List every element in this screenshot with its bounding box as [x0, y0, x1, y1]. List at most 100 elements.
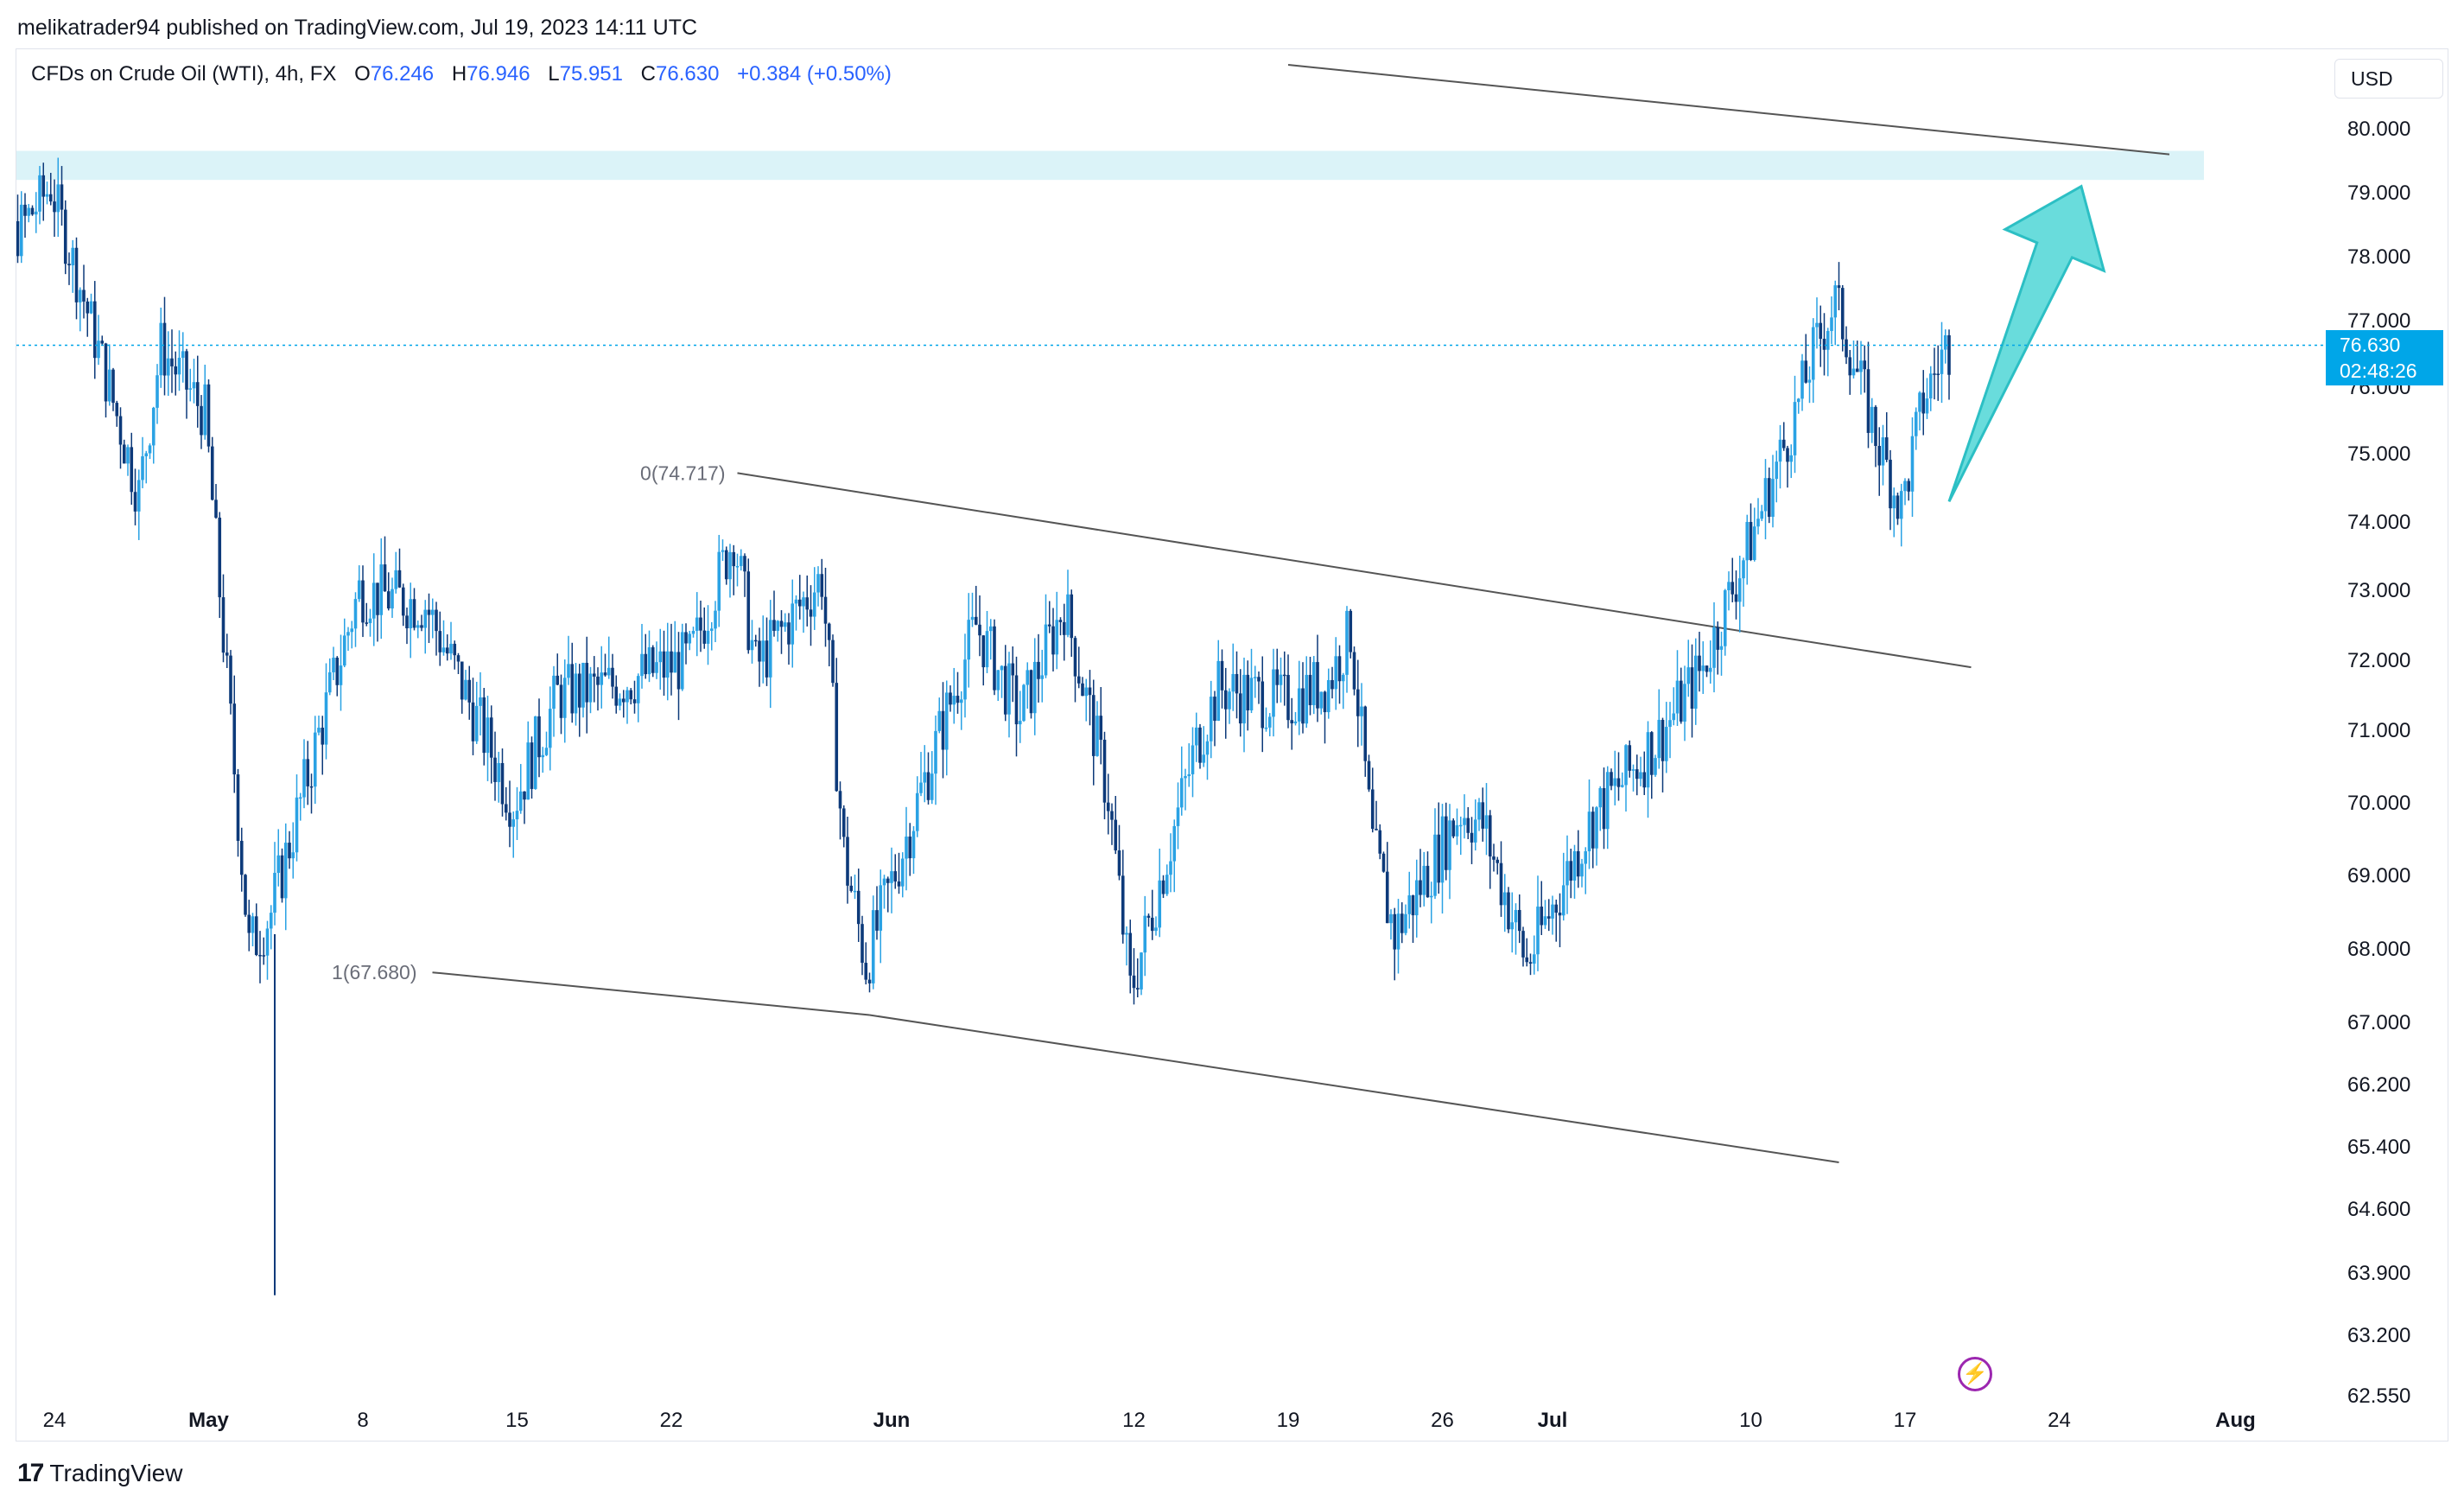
candle-body	[1076, 676, 1081, 684]
candle	[915, 776, 919, 837]
candle-body	[794, 599, 798, 604]
fib-level-label: 1(67.680)	[332, 961, 416, 983]
candles-group	[16, 157, 1951, 1005]
candle	[1899, 483, 1903, 547]
candle-body	[1330, 679, 1334, 690]
candle	[63, 200, 67, 275]
candle	[1047, 601, 1051, 633]
candle	[92, 281, 97, 379]
candle-body	[1011, 663, 1015, 676]
candle-body	[841, 808, 846, 837]
candle-body	[288, 843, 291, 859]
candle	[812, 567, 816, 630]
candle-body	[1187, 773, 1191, 777]
candle	[1070, 589, 1074, 657]
candle-body	[60, 184, 64, 210]
candle-body	[1664, 727, 1668, 761]
candle-body	[772, 620, 776, 631]
lightning-icon[interactable]: ⚡	[1958, 1357, 1992, 1391]
candle-body	[1778, 439, 1782, 462]
candle-body	[1140, 952, 1143, 990]
candle-body	[1018, 721, 1022, 725]
candle-body	[100, 340, 105, 344]
candle-body	[879, 885, 883, 931]
candle	[1029, 669, 1033, 719]
candle	[662, 630, 666, 697]
candle-body	[581, 662, 585, 708]
candle-body	[1055, 620, 1059, 655]
candle-body	[500, 762, 505, 805]
candle-body	[680, 632, 684, 690]
candle-body	[1319, 691, 1324, 709]
candle-body	[835, 683, 839, 792]
candle	[1356, 659, 1360, 748]
candle	[1375, 800, 1378, 831]
candle	[339, 634, 343, 711]
candle	[930, 751, 934, 805]
candle-body	[993, 626, 996, 691]
candle-body	[967, 620, 971, 660]
candle	[1073, 635, 1077, 703]
candle-body	[306, 759, 310, 786]
candle	[724, 546, 728, 585]
candle	[1616, 752, 1621, 801]
tradingview-logo-icon: 17	[17, 1459, 44, 1487]
candle-body	[327, 671, 332, 693]
candle-body	[214, 500, 218, 518]
symbol-name[interactable]: CFDs on Crude Oil (WTI), 4h, FX	[31, 62, 337, 86]
candle-body	[1429, 895, 1433, 898]
candle-body	[1378, 830, 1382, 854]
candle-body	[1000, 665, 1004, 671]
candle	[1661, 717, 1665, 792]
price-chart[interactable]: 80.00079.00078.00077.00076.00075.00074.0…	[16, 49, 2449, 1442]
candle	[401, 583, 405, 627]
candle-body	[691, 630, 695, 634]
candle-body	[126, 447, 130, 464]
candle-body	[1032, 661, 1037, 714]
candle	[1723, 589, 1727, 656]
candle-body	[1822, 339, 1826, 350]
candle	[111, 367, 115, 411]
candle	[126, 444, 130, 476]
candle-body	[412, 599, 416, 628]
candle	[324, 663, 328, 760]
candle-body	[1095, 716, 1099, 756]
tradingview-logo[interactable]: 17 TradingView	[17, 1459, 182, 1488]
candle-body	[453, 643, 457, 656]
candle-body	[1624, 745, 1628, 786]
candle	[460, 661, 464, 714]
y-tick-label: 74.000	[2347, 511, 2410, 534]
candle-body	[1261, 681, 1265, 729]
candle-body	[1047, 624, 1051, 627]
candle	[67, 252, 71, 285]
candle-body	[1716, 627, 1720, 650]
candle-body	[827, 623, 831, 640]
candle-body	[56, 184, 60, 213]
candle	[908, 823, 912, 876]
candle	[647, 630, 651, 683]
candle-body	[1404, 913, 1407, 933]
candle-body	[1690, 667, 1694, 710]
candle-body	[1620, 785, 1624, 787]
candle-body	[1216, 660, 1221, 722]
candle	[405, 608, 409, 645]
candle-body	[662, 651, 666, 678]
candle	[489, 705, 493, 784]
candle-body	[1796, 398, 1800, 403]
candle	[1242, 657, 1246, 753]
candle	[1308, 656, 1312, 716]
candle-body	[23, 204, 27, 216]
currency-button[interactable]: USD	[2334, 59, 2443, 99]
y-tick-label: 69.000	[2347, 864, 2410, 888]
candle	[1411, 894, 1415, 943]
candle	[361, 565, 365, 638]
candle-body	[758, 640, 761, 662]
candle	[247, 900, 251, 951]
candle-body	[537, 716, 541, 758]
candle-body	[1565, 861, 1569, 886]
candle-body	[614, 686, 619, 706]
candle	[302, 739, 306, 809]
candle-body	[200, 405, 203, 436]
candle-body	[397, 570, 402, 588]
candle-body	[1807, 379, 1812, 383]
